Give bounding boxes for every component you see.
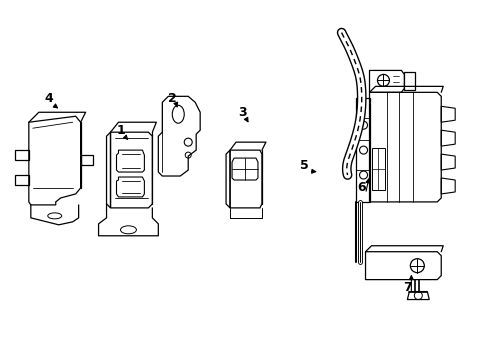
Text: 3: 3 (237, 106, 246, 119)
Text: 4: 4 (44, 92, 53, 105)
Text: 2: 2 (167, 92, 176, 105)
Text: 7: 7 (402, 281, 411, 294)
Text: 5: 5 (300, 158, 308, 172)
Text: 1: 1 (116, 124, 124, 137)
Text: 6: 6 (357, 181, 365, 194)
